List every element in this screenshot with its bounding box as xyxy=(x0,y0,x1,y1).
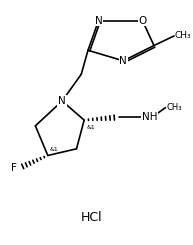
Text: CH₃: CH₃ xyxy=(175,31,192,40)
Text: O: O xyxy=(138,16,147,26)
Text: HCl: HCl xyxy=(81,211,103,224)
Text: N: N xyxy=(58,96,66,106)
Text: N: N xyxy=(119,56,127,66)
Text: F: F xyxy=(11,163,17,173)
Text: CH₃: CH₃ xyxy=(166,103,182,112)
Text: &1: &1 xyxy=(87,125,96,130)
Text: &1: &1 xyxy=(50,147,58,152)
Text: N: N xyxy=(95,16,102,26)
Text: NH: NH xyxy=(141,112,157,122)
